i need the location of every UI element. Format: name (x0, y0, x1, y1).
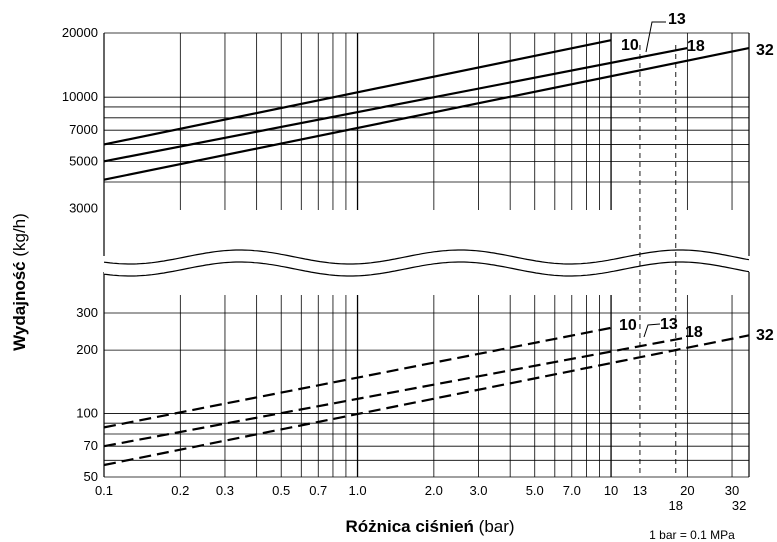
x-tick-label: 10 (604, 483, 618, 498)
tick-labels: 0.1 0.2 0.3 0.5 0.7 1.0 2.0 3.0 5.0 7.0 10 13 20 30 18… (62, 25, 747, 513)
x-tick-label: 13 (633, 483, 647, 498)
x-tick-label-secondary: 18 (669, 498, 683, 513)
x-tick-label: 0.1 (95, 483, 113, 498)
x-tick-label: 0.3 (216, 483, 234, 498)
y-axis-title-unit: (kg/h) (10, 213, 29, 256)
x-tick-label: 0.7 (309, 483, 327, 498)
y-tick-label: 70 (84, 438, 98, 453)
x-tick-label: 3.0 (469, 483, 487, 498)
x-axis-title-bold: Różnica ciśnień (345, 517, 473, 536)
y-tick-label: 10000 (62, 89, 98, 104)
y-axis-title-bold: Wydajność (10, 261, 29, 350)
x-tick-label: 30 (725, 483, 739, 498)
leader-line-13 (645, 21, 666, 53)
x-axis-title-unit: (bar) (479, 517, 515, 536)
axis-break-line (103, 249, 750, 265)
axis-break-mask (104, 250, 749, 276)
y-tick-label: 20000 (62, 25, 98, 40)
series-line-dashed-32 (103, 334, 750, 467)
series-line-solid-18 (103, 46, 688, 163)
x-tick-label: 2.0 (425, 483, 443, 498)
y-tick-label: 100 (76, 406, 98, 421)
series-line-dashed-10 (103, 326, 612, 429)
x-tick-label: 0.5 (272, 483, 290, 498)
x-tick-label: 5.0 (526, 483, 544, 498)
curve-label-13: 13 (660, 316, 678, 333)
y-tick-label: 50 (84, 469, 98, 484)
curve-label-13: 13 (668, 11, 686, 28)
curve-label-10: 10 (619, 317, 637, 334)
series-lines (103, 39, 750, 467)
curve-label-10: 10 (621, 37, 639, 54)
x-tick-label: 7.0 (563, 483, 581, 498)
series-line-solid-10 (103, 39, 612, 146)
x-tick-label: 20 (680, 483, 694, 498)
axis-break-wave (103, 249, 750, 277)
curve-label-18: 18 (687, 38, 705, 55)
series-line-solid-32 (103, 46, 750, 181)
x-tick-label-secondary: 32 (732, 498, 746, 513)
y-tick-label: 5000 (69, 153, 98, 168)
series-line-dashed-18 (103, 336, 688, 448)
curve-label-32: 32 (756, 327, 774, 344)
y-tick-label: 7000 (69, 122, 98, 137)
unit-note: 1 bar = 0.1 MPa (649, 528, 735, 542)
axis-break-line (103, 261, 750, 277)
curve-label-32: 32 (756, 42, 774, 59)
x-tick-label: 1.0 (348, 483, 366, 498)
leader-line-13 (643, 323, 661, 338)
y-axis-title: Wydajność (kg/h) (10, 213, 29, 351)
x-axis-title: Różnica ciśnień (bar) (345, 517, 514, 536)
y-tick-label: 300 (76, 305, 98, 320)
y-tick-label: 3000 (69, 201, 98, 216)
curve-label-18: 18 (685, 324, 703, 341)
y-tick-label: 200 (76, 342, 98, 357)
x-tick-label: 0.2 (171, 483, 189, 498)
pressure-marker-lines (639, 45, 677, 477)
